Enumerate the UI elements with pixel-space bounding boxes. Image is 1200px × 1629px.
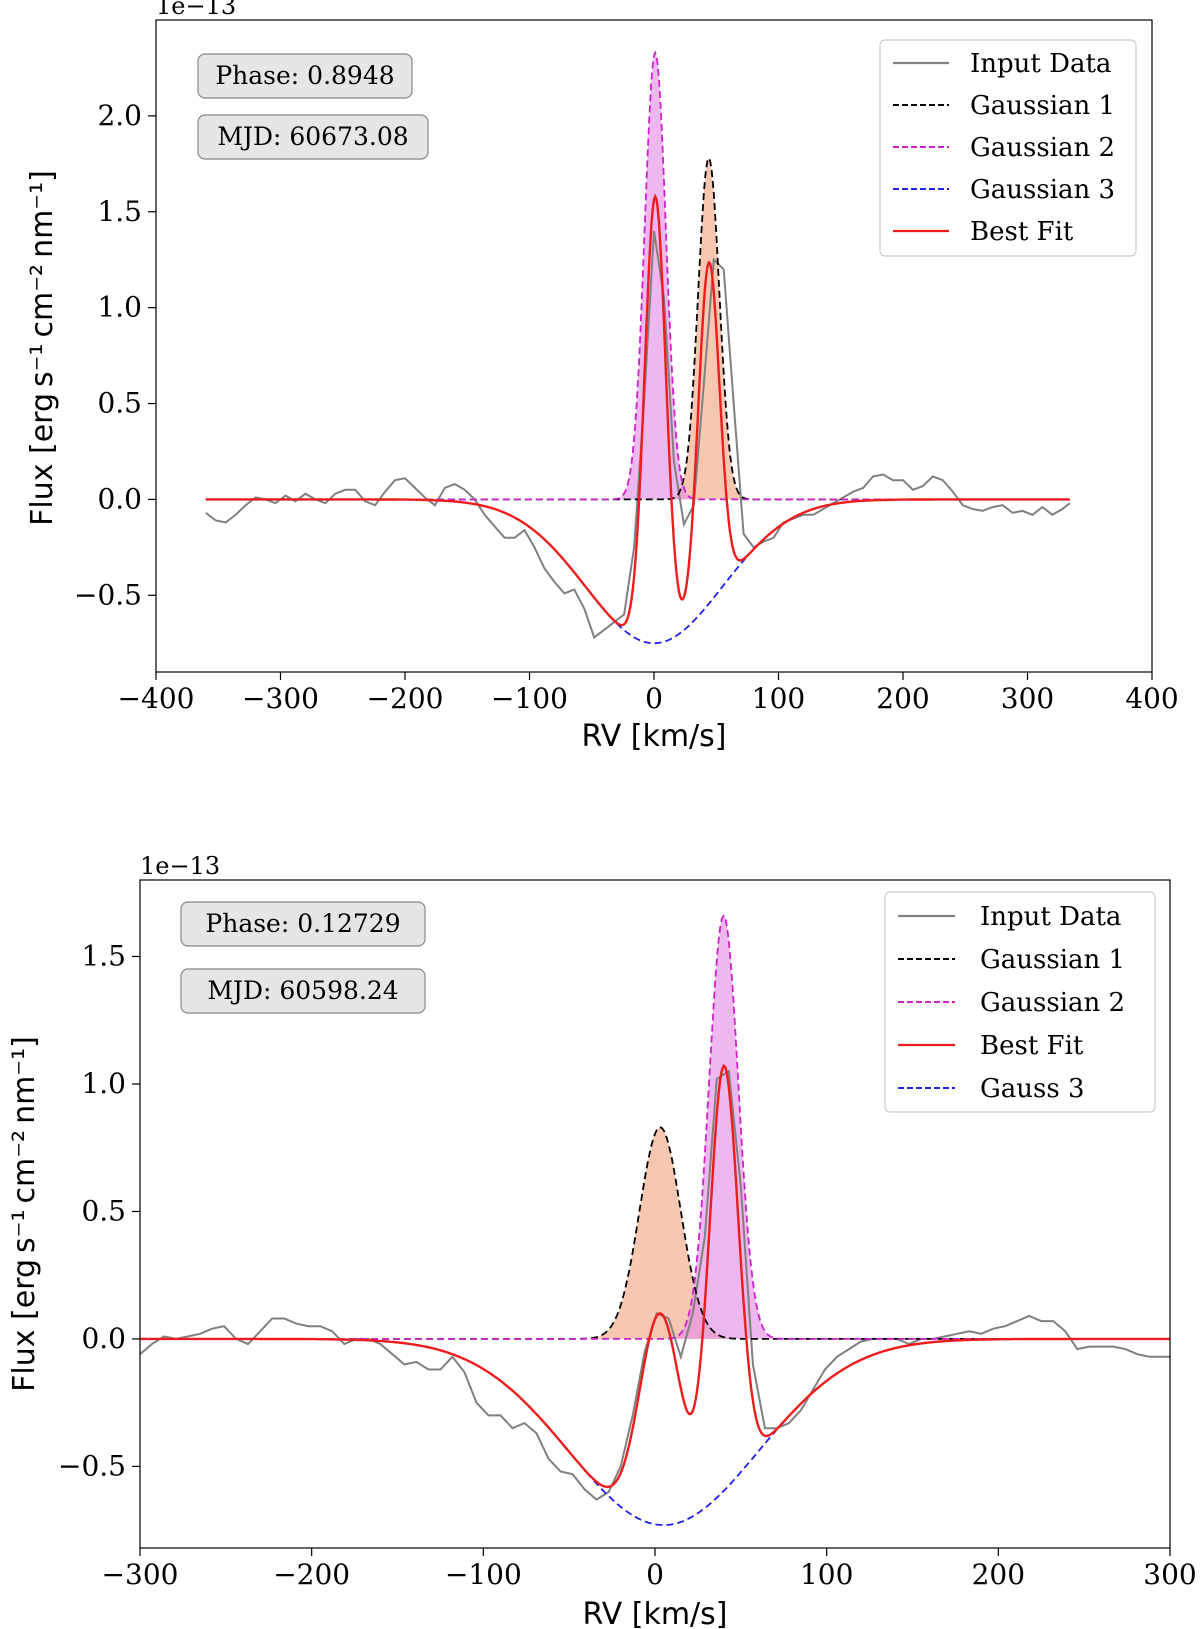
bottom-y-tick-label: 0.0 — [81, 1322, 126, 1355]
bottom-legend: Input Data Gaussian 1 Gaussian 2 Best Fi… — [884, 891, 1156, 1113]
bottom-mjd-box: MJD: 60598.24 — [180, 968, 426, 1014]
bottom-y-axis-label: Flux [erg s⁻¹ cm⁻² nm⁻¹] — [7, 1036, 42, 1392]
top-x-tick-label: −400 — [118, 682, 195, 715]
bottom-mjd-text: MJD: 60598.24 — [207, 976, 398, 1005]
bottom-y-tick-label: 0.5 — [81, 1194, 126, 1227]
bottom-x-tick-label: −100 — [445, 1558, 522, 1591]
top-x-tick-label: −200 — [367, 682, 444, 715]
top-y-tick-label: 2.0 — [97, 99, 142, 132]
top-y-tick-label: 1.0 — [97, 291, 142, 324]
bottom-x-axis-label: RV [km/s] — [582, 1597, 727, 1629]
bottom-legend-label: Input Data — [980, 902, 1121, 932]
bottom-legend-entry-gaussian-2: Gaussian 2 — [898, 988, 1125, 1018]
top-mjd-box: MJD: 60673.08 — [197, 114, 429, 160]
bottom-legend-entry-best-fit: Best Fit — [898, 1031, 1084, 1061]
top-y-tick-label: 0.0 — [97, 482, 142, 515]
top-x-tick-label: 400 — [1125, 682, 1178, 715]
top-legend-entry-gaussian-1: Gaussian 1 — [893, 91, 1115, 121]
top-legend-entry-gaussian-3: Gaussian 3 — [893, 175, 1115, 205]
bottom-legend-label: Gaussian 1 — [980, 945, 1125, 975]
bottom-gaussian-2-fill — [665, 915, 782, 1339]
bottom-offset-label: 1e−13 — [140, 852, 220, 880]
bottom-gaussian-1-fill — [577, 1127, 743, 1339]
top-x-axis-label: RV [km/s] — [581, 719, 726, 754]
bottom-y-tick-label: −0.5 — [58, 1449, 126, 1482]
top-input-data-line — [205, 230, 1071, 640]
bottom-x-tick-label: 200 — [972, 1558, 1025, 1591]
top-offset-label: 1e−13 — [156, 0, 236, 20]
top-x-tick-label: 100 — [752, 682, 805, 715]
top-phase-text: Phase: 0.8948 — [215, 61, 394, 90]
bottom-x-tick-label: 100 — [800, 1558, 853, 1591]
bottom-gaussian-3-curve — [140, 1338, 1170, 1527]
top-best-fit-line — [205, 193, 1070, 627]
top-y-axis-label: Flux [erg s⁻¹ cm⁻² nm⁻¹] — [25, 170, 60, 526]
bottom-legend-label: Best Fit — [980, 1031, 1084, 1061]
bottom-legend-label: Gaussian 2 — [980, 988, 1125, 1018]
top-legend: Input Data Gaussian 1 Gaussian 2 Gaussia… — [879, 39, 1137, 257]
top-mjd-text: MJD: 60673.08 — [217, 122, 408, 151]
top-legend-entry-input-data: Input Data — [893, 49, 1111, 79]
top-y-tick-label: 1.5 — [97, 195, 142, 228]
bottom-panel: −300 −200 −100 0 100 200 300 −0.50.00.51.01.5 … — [7, 852, 1197, 1629]
bottom-legend-entry-gaussian-1: Gaussian 1 — [898, 945, 1125, 975]
top-legend-entry-best-fit: Best Fit — [893, 217, 1074, 247]
bottom-x-tick-label: −300 — [102, 1558, 179, 1591]
top-legend-label: Input Data — [970, 49, 1111, 79]
bottom-legend-label: Gauss 3 — [980, 1074, 1085, 1104]
bottom-y-tick-label: 1.0 — [81, 1067, 126, 1100]
top-legend-label: Best Fit — [970, 217, 1074, 247]
top-y-tick-label: −0.5 — [74, 578, 142, 611]
bottom-legend-entry-gauss-3: Gauss 3 — [898, 1074, 1085, 1104]
top-x-tick-label: 0 — [645, 682, 663, 715]
bottom-phase-box: Phase: 0.12729 — [180, 901, 426, 947]
bottom-phase-text: Phase: 0.12729 — [205, 909, 400, 938]
bottom-legend-entry-input-data: Input Data — [898, 902, 1121, 932]
top-panel: −400 −300 −200 −100 0 100 200 300 400 −0.5 0.0 0.5… — [25, 0, 1179, 754]
top-legend-label: Gaussian 1 — [970, 91, 1115, 121]
top-legend-label: Gaussian 2 — [970, 133, 1115, 163]
bottom-input-data-line — [139, 1069, 1170, 1501]
bottom-x-tick-label: 300 — [1143, 1558, 1196, 1591]
bottom-best-fit-line — [140, 1063, 1170, 1489]
top-x-tick-label: −100 — [491, 682, 568, 715]
top-gaussian-2-fill — [612, 52, 698, 500]
bottom-x-tick-label: 0 — [646, 1558, 664, 1591]
bottom-y-tick-label: 1.5 — [81, 939, 126, 972]
top-phase-box: Phase: 0.8948 — [197, 53, 413, 99]
top-x-tick-label: −300 — [242, 682, 319, 715]
top-legend-label: Gaussian 3 — [970, 175, 1115, 205]
top-gaussian-3-curve — [616, 548, 755, 645]
top-x-tick-label: 200 — [876, 682, 929, 715]
top-y-tick-label: 0.5 — [97, 387, 142, 420]
top-x-tick-label: 300 — [1001, 682, 1054, 715]
bottom-x-tick-label: −200 — [273, 1558, 350, 1591]
top-legend-entry-gaussian-2: Gaussian 2 — [893, 133, 1115, 163]
